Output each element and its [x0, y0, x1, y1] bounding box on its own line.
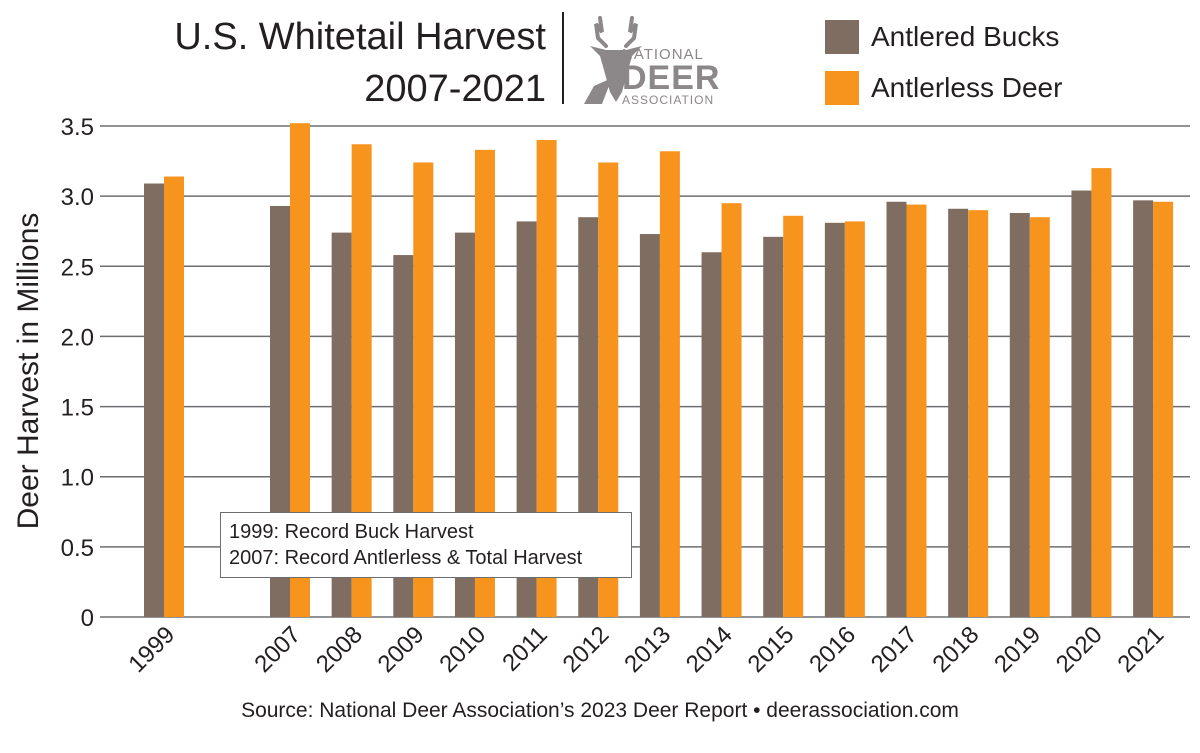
y-axis-label: Deer Harvest in Millions	[12, 213, 45, 530]
chart-title-line1: U.S. Whitetail Harvest	[174, 16, 546, 58]
bar-antlerless-deer-2011	[536, 140, 557, 617]
bar-antlered-bucks-2013	[639, 234, 660, 617]
legend-label-antlered-bucks: Antlered Bucks	[871, 21, 1060, 52]
record-note-line2: 2007: Record Antlerless & Total Harvest	[229, 547, 583, 569]
x-tick-label-2009: 2009	[373, 621, 430, 678]
x-tick-label-2020: 2020	[1051, 621, 1108, 678]
x-tick-label-2010: 2010	[434, 621, 491, 678]
bar-antlered-bucks-2016	[824, 222, 845, 617]
x-tick-label-2021: 2021	[1112, 621, 1169, 678]
x-tick-label-2018: 2018	[928, 621, 985, 678]
y-tick-label: 0	[81, 605, 94, 632]
title-divider	[562, 12, 564, 104]
bar-antlerless-deer-2014	[721, 203, 742, 617]
record-note-line1: 1999: Record Buck Harvest	[229, 521, 474, 543]
x-tick-label-2016: 2016	[804, 621, 861, 678]
bar-antlerless-deer-2020	[1091, 168, 1112, 618]
bar-antlerless-deer-2012	[598, 162, 619, 617]
bar-antlered-bucks-2019	[1009, 212, 1030, 617]
bar-antlered-bucks-2014	[701, 252, 722, 617]
x-tick-label-1999: 1999	[123, 621, 180, 678]
y-tick-label: 3.0	[61, 184, 94, 211]
bar-antlerless-deer-2015	[783, 215, 804, 618]
bar-antlerless-deer-2013	[659, 151, 680, 617]
y-tick-label: 1.5	[61, 395, 94, 422]
x-tick-label-2014: 2014	[681, 621, 738, 678]
logo-line2: DEER	[622, 59, 721, 97]
bar-antlered-bucks-2018	[948, 208, 969, 618]
bar-antlered-bucks-2021	[1133, 200, 1154, 617]
bar-antlerless-deer-2007	[290, 123, 310, 618]
x-tick-label-2011: 2011	[497, 621, 553, 677]
bar-antlerless-deer-2010	[474, 149, 495, 617]
legend-swatch-antlered-bucks	[825, 20, 859, 54]
x-tick-label-2017: 2017	[866, 621, 923, 678]
bar-antlerless-deer-2017	[906, 204, 927, 617]
bar-antlerless-deer-2019	[1029, 217, 1050, 617]
bar-antlered-bucks-1999	[144, 183, 164, 617]
chart-title-line2: 2007-2021	[364, 68, 546, 110]
source-caption: Source: National Deer Association’s 2023…	[241, 699, 959, 722]
y-tick-labels: 0 0.5 1.0 1.5 2.0 2.5 3.0 3.5	[61, 114, 94, 632]
y-tick-label: 2.5	[61, 254, 94, 281]
y-tick-label: 2.0	[61, 324, 94, 351]
bar-antlerless-deer-1999	[164, 176, 184, 617]
x-tick-label-2007: 2007	[249, 621, 306, 678]
bar-antlered-bucks-2017	[886, 201, 907, 618]
bar-antlered-bucks-2020	[1071, 190, 1092, 617]
x-tick-label-2019: 2019	[989, 621, 1046, 678]
bar-antlerless-deer-2016	[844, 221, 865, 617]
x-tick-labels: 1999 2007 2008 2009 2010 2011 2012 2013 2014 2015…	[123, 621, 1169, 678]
bar-antlerless-deer-2018	[968, 210, 989, 617]
y-tick-label: 3.5	[61, 114, 94, 141]
record-note-box: 1999: Record Buck Harvest 2007: Record A…	[220, 512, 632, 578]
x-tick-label-2008: 2008	[311, 621, 368, 678]
legend-label-antlerless-deer: Antlerless Deer	[871, 72, 1063, 103]
logo-line3: ASSOCIATION	[622, 93, 715, 107]
bar-antlerless-deer-2009	[413, 162, 434, 617]
y-tick-label: 0.5	[61, 535, 94, 562]
bar-antlered-bucks-2015	[763, 236, 784, 617]
logo-line1: NATIONAL	[622, 46, 704, 63]
x-tick-label-2015: 2015	[743, 621, 800, 678]
deer-head-icon	[584, 16, 642, 104]
bars	[144, 123, 1174, 618]
legend-swatch-antlerless-deer	[825, 71, 859, 105]
x-tick-label-2012: 2012	[558, 621, 615, 678]
bar-antlerless-deer-2008	[351, 144, 372, 618]
bar-antlerless-deer-2021	[1153, 201, 1174, 618]
y-tick-label: 1.0	[61, 465, 94, 492]
x-tick-label-2013: 2013	[619, 621, 676, 678]
